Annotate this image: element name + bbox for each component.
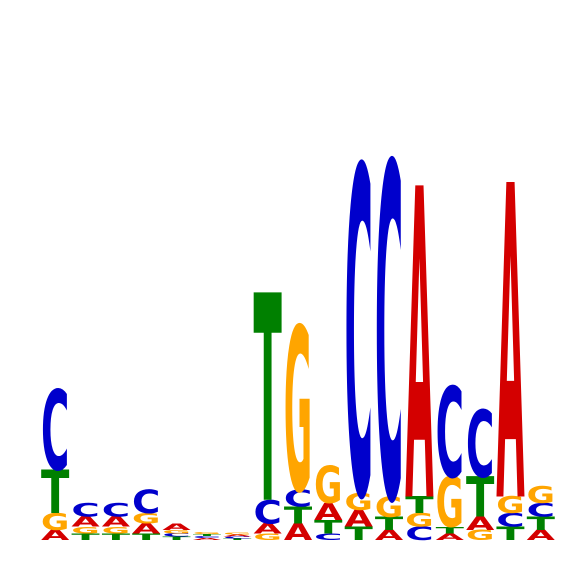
logo-letter-c: C: [375, 71, 403, 566]
logo-letter-t: T: [223, 538, 251, 541]
logo-letter-a: A: [284, 520, 313, 546]
logo-letter-c: C: [41, 368, 69, 496]
logo-letter-c: C: [102, 500, 130, 521]
logo-letter-c: C: [466, 392, 494, 499]
logo-letter-g: G: [132, 511, 160, 527]
logo-letter-c: C: [223, 536, 251, 539]
logo-letter-t: T: [405, 492, 433, 519]
logo-letter-a: A: [436, 532, 465, 543]
logo-letter-a: A: [375, 527, 404, 543]
logo-letter-a: A: [253, 520, 282, 536]
logo-letter-c: C: [71, 500, 99, 521]
logo-letter-t: T: [253, 235, 281, 566]
logo-letter-t: T: [284, 502, 312, 529]
logo-letter-g: G: [405, 509, 433, 531]
logo-letter-t: T: [132, 532, 161, 543]
logo-letter-a: A: [193, 538, 221, 541]
logo-letter-g: G: [345, 489, 373, 516]
logo-letter-t: T: [71, 532, 100, 543]
logo-letter-t: T: [162, 536, 190, 541]
logo-letter-a: A: [162, 522, 191, 533]
logo-letter-c: C: [496, 510, 524, 531]
logo-letter-a: A: [345, 506, 374, 532]
logo-letter-g: G: [466, 528, 494, 544]
logo-letter-a: A: [314, 500, 343, 526]
logo-letter-a: A: [71, 514, 100, 530]
logo-letter-t: T: [41, 459, 69, 529]
logo-letter-t: T: [345, 523, 373, 545]
logo-letter-g: G: [223, 532, 251, 535]
logo-letter-g: G: [102, 525, 130, 536]
logo-letter-g: G: [193, 531, 221, 534]
logo-letter-t: T: [496, 523, 524, 545]
logo-letter-t: T: [375, 513, 403, 535]
logo-letter-c: C: [193, 536, 221, 539]
logo-letter-g: G: [436, 462, 464, 543]
logo-letter-a: A: [466, 513, 495, 535]
logo-letter-c: C: [345, 77, 373, 566]
logo-letter-g: G: [314, 458, 342, 516]
logo-letter-t: T: [102, 532, 131, 543]
logo-letter-g: G: [284, 281, 312, 542]
logo-letter-t: T: [193, 533, 221, 536]
logo-letter-a: A: [132, 520, 161, 536]
logo-letter-c: C: [284, 486, 312, 512]
logo-letter-a: A: [223, 534, 251, 537]
logo-letter-g: G: [162, 529, 190, 534]
logo-letter-g: G: [527, 482, 555, 509]
logo-letter-t: T: [436, 525, 465, 536]
logo-letter-t: T: [527, 513, 555, 535]
logo-letter-g: G: [496, 492, 524, 519]
logo-letter-a: A: [527, 527, 556, 543]
logo-letter-t: T: [314, 516, 342, 538]
logo-letter-c: C: [527, 500, 555, 521]
logo-letter-g: G: [41, 509, 69, 536]
logo-letter-c: C: [253, 494, 281, 531]
logo-letter-g: G: [71, 525, 99, 536]
logo-letter-g: G: [375, 492, 403, 524]
logo-letter-a: A: [496, 98, 525, 566]
logo-letter-c: C: [405, 524, 433, 545]
logo-letter-g: G: [253, 532, 281, 543]
logo-letter-a: A: [405, 102, 434, 566]
logo-letter-c: C: [314, 532, 342, 543]
logo-letter-t: T: [466, 466, 494, 530]
logo-letter-a: A: [41, 527, 70, 543]
logo-letter-c: C: [132, 484, 160, 521]
logo-letter-c: C: [162, 532, 190, 537]
logo-letter-c: C: [436, 362, 464, 506]
logo-letter-a: A: [102, 514, 131, 530]
